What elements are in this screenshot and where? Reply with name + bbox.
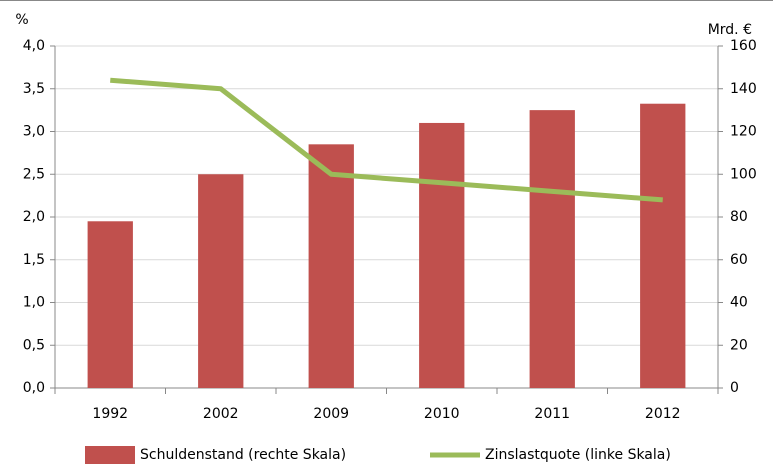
y-tick-label: 3,5 [23, 81, 45, 97]
y2-tick-label: 140 [730, 81, 757, 97]
y-tick-label: 0,5 [23, 337, 45, 353]
x-tick-label: 2009 [313, 406, 349, 422]
x-tick-label: 2002 [203, 406, 239, 422]
y2-axis-label: Mrd. € [708, 22, 752, 38]
y2-tick-label: 0 [730, 380, 739, 396]
y-tick-label: 1,0 [23, 295, 45, 311]
y-tick-label: 0,0 [23, 380, 45, 396]
x-tick-label: 2010 [424, 406, 460, 422]
y-tick-label: 2,5 [23, 166, 45, 182]
bar [198, 174, 244, 388]
y2-tick-label: 120 [730, 124, 757, 140]
line [110, 77, 663, 203]
x-tick-label: 2011 [534, 406, 570, 422]
y-tick-label: 2,0 [23, 209, 45, 225]
bar [87, 221, 133, 388]
y2-tick-label: 40 [730, 295, 748, 311]
y-tick-label: 1,5 [23, 252, 45, 268]
legend-label: Schuldenstand (rechte Skala) [140, 447, 346, 463]
bar [419, 122, 465, 388]
bar [640, 103, 686, 389]
y2-tick-label: 60 [730, 252, 748, 268]
bar [308, 144, 354, 388]
y-axis-label: % [15, 12, 28, 28]
legend-label: Zinslastquote (linke Skala) [485, 447, 671, 463]
y-tick-label: 3,0 [23, 124, 45, 140]
y-tick-label: 4,0 [23, 38, 45, 54]
y2-tick-label: 160 [730, 38, 757, 54]
bar [529, 110, 575, 388]
y2-tick-label: 20 [730, 337, 748, 353]
y2-tick-label: 100 [730, 166, 757, 182]
x-tick-label: 1992 [92, 406, 128, 422]
x-tick-label: 2012 [645, 406, 681, 422]
legend-swatch [85, 446, 135, 464]
y2-tick-label: 80 [730, 209, 748, 225]
